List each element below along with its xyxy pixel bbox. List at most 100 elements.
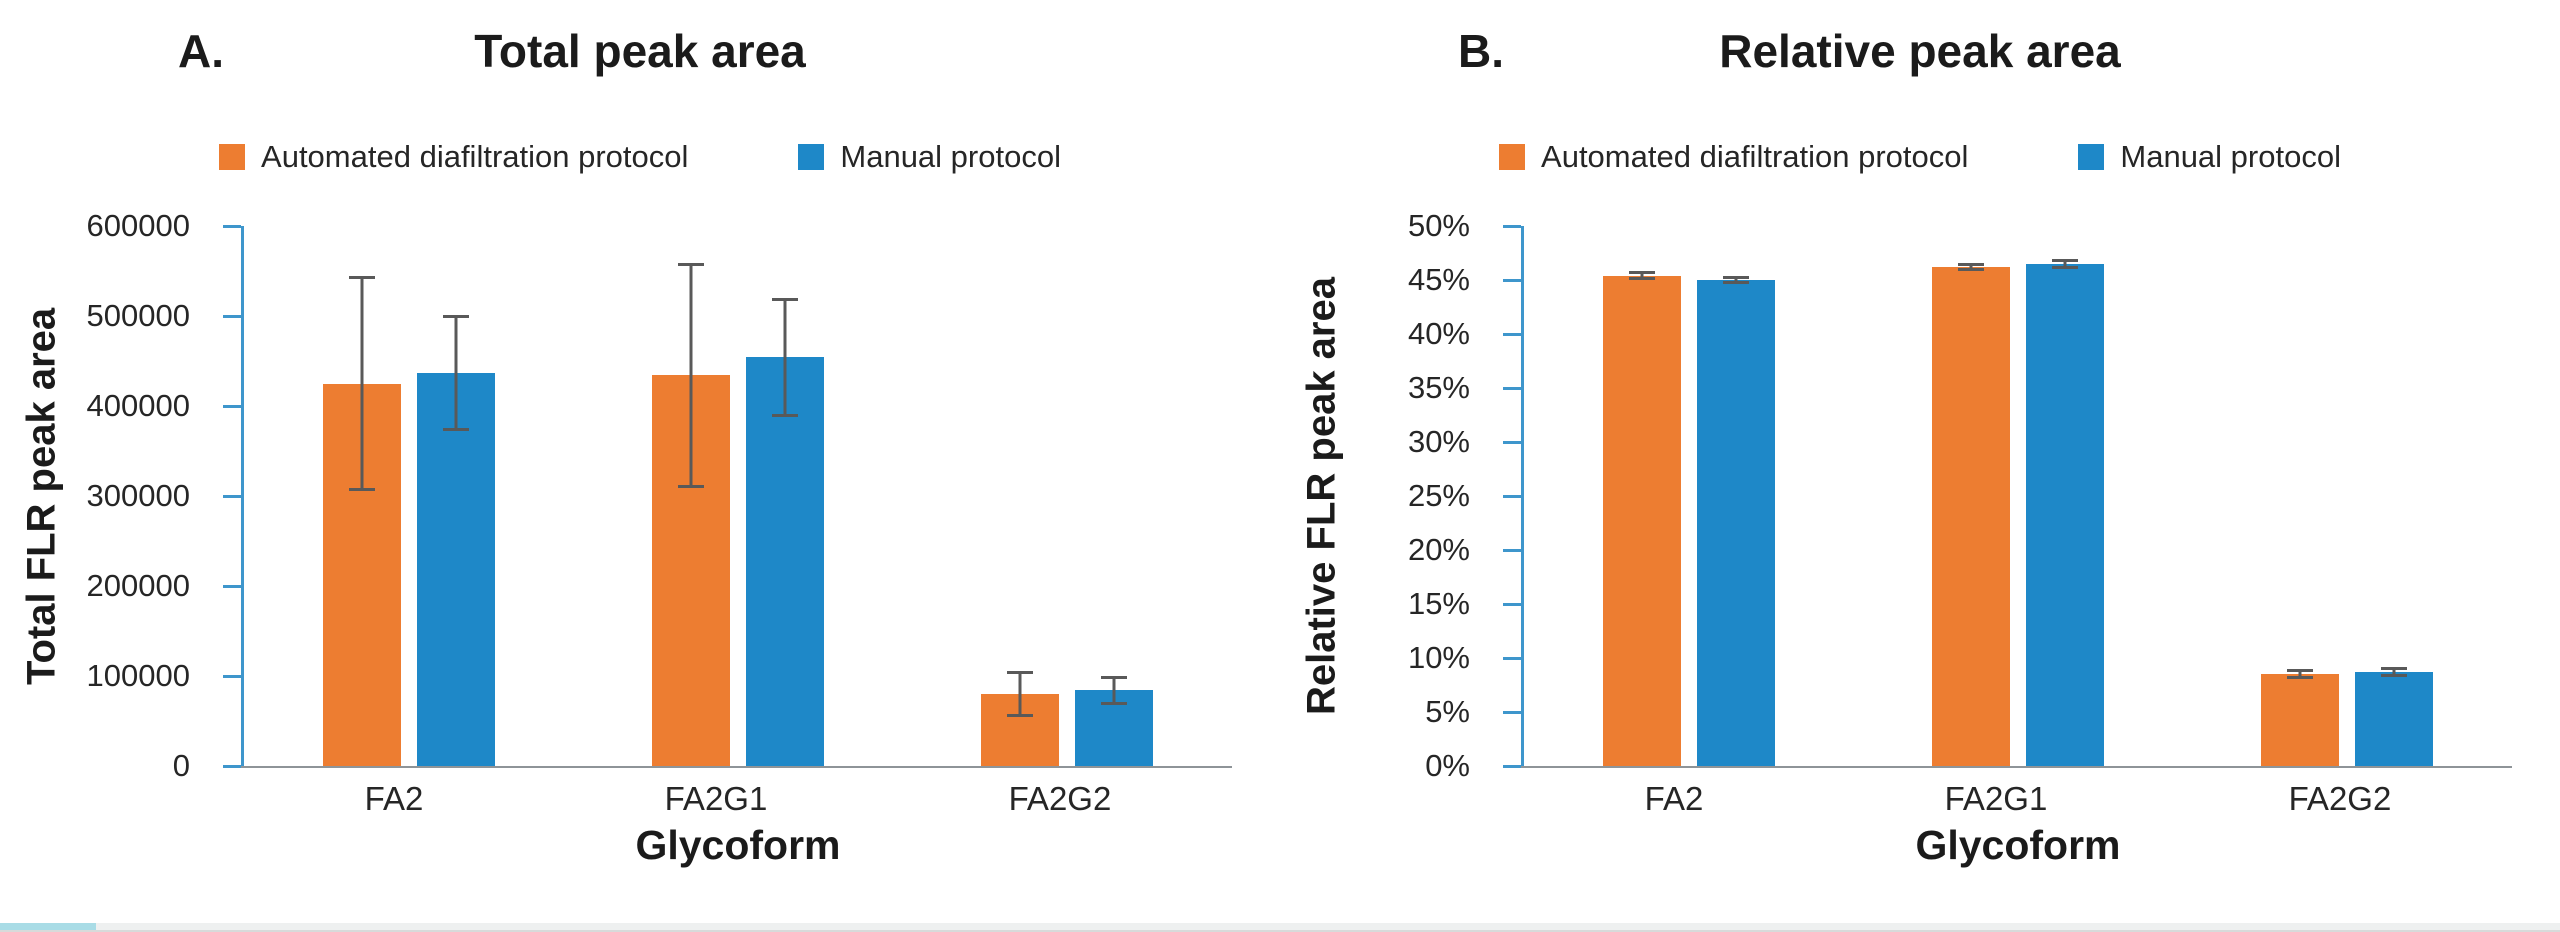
below-plot-b: FA2 FA2G1 FA2G2 Glycoform: [1524, 780, 2512, 869]
error-bar-cap: [1628, 277, 1655, 281]
bar-rect: [2261, 674, 2340, 766]
panel-label-a: A.: [178, 25, 224, 77]
legend-label-automated-a: Automated diafiltration protocol: [261, 139, 689, 174]
y-tick-mark: [1503, 656, 1521, 660]
y-tick-label: 50%: [1407, 208, 1470, 243]
legend-label-manual-b: Manual protocol: [2120, 139, 2341, 174]
error-bar-cap: [1101, 701, 1128, 705]
plot-area-a: 0 100000 200000 300000 400000 500000 600000: [87, 209, 1232, 783]
bar-rect: [2355, 672, 2434, 766]
error-bar-line: [454, 316, 458, 430]
error-bar-cap: [2051, 265, 2078, 269]
error-bar-line: [2298, 670, 2302, 678]
y-tick-mark: [223, 314, 241, 318]
bar-fa2g1-manual: [2025, 226, 2104, 766]
y-tick-mark: [1503, 548, 1521, 552]
title-row-b: B. Relative peak area: [1280, 24, 2560, 84]
panel-label-b: B.: [1458, 25, 1504, 77]
error-bar-line: [2392, 668, 2396, 676]
error-bar-cap: [1007, 670, 1034, 674]
error-bar-cap: [771, 413, 798, 417]
error-bar-line: [360, 277, 364, 490]
error-bar-line: [1640, 272, 1644, 279]
legend-swatch-automated-icon: [1499, 144, 1526, 170]
title-row-a: A. Total peak area: [0, 24, 1280, 84]
chart-panel-a: A. Total peak area Automated diafiltrati…: [0, 24, 1280, 869]
bar-group-fa2g1: [651, 226, 824, 766]
y-tick-mark: [223, 674, 241, 678]
y-tick-label: 30%: [1407, 424, 1470, 459]
error-bar-cap: [1628, 270, 1655, 274]
bar-fa2g1-automated: [651, 226, 730, 766]
y-axis-line: [241, 226, 244, 766]
y-tick-mark: [1503, 278, 1521, 282]
y-tick-mark: [1503, 710, 1521, 714]
category-label-fa2g2: FA2G2: [2288, 780, 2392, 817]
bar-fa2g2-automated: [981, 226, 1060, 766]
y-tick-label: 100000: [86, 658, 190, 693]
bar-fa2g1-manual: [745, 226, 824, 766]
error-bar-line: [1969, 264, 1973, 270]
error-bar-cap: [1957, 267, 1984, 271]
y-tick-label: 45%: [1407, 262, 1470, 297]
chart-body-a: Total FLR peak area 0 100000 200000 300000 4…: [0, 209, 1280, 783]
y-tick-mark: [223, 224, 241, 228]
x-axis-title-a: Glycoform: [635, 822, 841, 868]
chart-panel-b: B. Relative peak area Automated diafiltr…: [1280, 0, 2560, 932]
bar-group-fa2g2: [2261, 226, 2434, 766]
below-plot-a: FA2 FA2G1 FA2G2 Glycoform: [244, 780, 1232, 869]
y-tick-label: 15%: [1407, 586, 1470, 621]
y-tick-mark: [1503, 332, 1521, 336]
bar-group-fa2: [322, 226, 495, 766]
bottom-edge-accent: [0, 923, 96, 930]
y-tick-label: 200000: [86, 568, 190, 603]
legend-b: Automated diafiltration protocol Manual …: [1280, 136, 2560, 178]
error-bar-cap: [771, 298, 798, 302]
y-tick-label: 20%: [1407, 532, 1470, 567]
error-bar-cap: [348, 275, 375, 279]
bar-group-fa2g2: [981, 226, 1154, 766]
legend-item-automated-b: Automated diafiltration protocol: [1499, 139, 1968, 175]
category-label-fa2g1: FA2G1: [664, 780, 768, 817]
y-tick-label: 25%: [1407, 478, 1470, 513]
plot-area-b: 0% 5% 10% 15% 20% 25% 30% 35% 40% 45% 50%: [1408, 209, 2512, 783]
chart-title-b: Relative peak area: [1719, 25, 2121, 77]
y-tick-label: 0%: [1425, 748, 1470, 783]
category-labels-a: FA2 FA2G1 FA2G2: [244, 780, 1232, 818]
bar-fa2-automated: [322, 226, 401, 766]
bar-rect: [416, 372, 495, 766]
category-label-fa2g2: FA2G2: [1008, 780, 1112, 817]
error-bar-cap: [2287, 675, 2314, 679]
y-tick-label: 600000: [86, 208, 190, 243]
error-bar-cap: [348, 488, 375, 492]
bar-fa2g2-automated: [2261, 226, 2340, 766]
legend-label-automated-b: Automated diafiltration protocol: [1541, 139, 1969, 174]
error-bar-cap: [442, 314, 469, 318]
legend-a: Automated diafiltration protocol Manual …: [0, 136, 1280, 178]
y-tick-label: 10%: [1407, 640, 1470, 675]
legend-item-manual-a: Manual protocol: [798, 139, 1061, 175]
error-bar-cap: [677, 484, 704, 488]
error-bar-cap: [677, 263, 704, 267]
error-bar-cap: [2381, 666, 2408, 670]
bar-fa2g1-automated: [1931, 226, 2010, 766]
error-bar-cap: [2051, 259, 2078, 263]
chart-body-b: Relative FLR peak area 0% 5% 10% 15% 20% 25% 3…: [1280, 209, 2560, 783]
error-bar-cap: [1722, 276, 1749, 280]
bar-fa2g2-manual: [1075, 226, 1154, 766]
y-tick-label: 35%: [1407, 370, 1470, 405]
error-bar-line: [1018, 672, 1022, 716]
bar-group-fa2: [1602, 226, 1775, 766]
x-axis-title-b: Glycoform: [1915, 822, 2121, 868]
y-tick-label: 400000: [86, 388, 190, 423]
category-label-fa2g1: FA2G1: [1944, 780, 2048, 817]
bar-rect: [2025, 263, 2104, 766]
y-tick-label: 40%: [1407, 316, 1470, 351]
legend-item-automated-a: Automated diafiltration protocol: [219, 139, 688, 175]
category-label-fa2: FA2: [1644, 780, 1704, 817]
legend-item-manual-b: Manual protocol: [2078, 139, 2341, 175]
legend-label-manual-a: Manual protocol: [840, 139, 1061, 174]
x-axis-line: [241, 766, 1232, 768]
error-bar-cap: [2381, 674, 2408, 678]
error-bar-line: [783, 299, 787, 415]
